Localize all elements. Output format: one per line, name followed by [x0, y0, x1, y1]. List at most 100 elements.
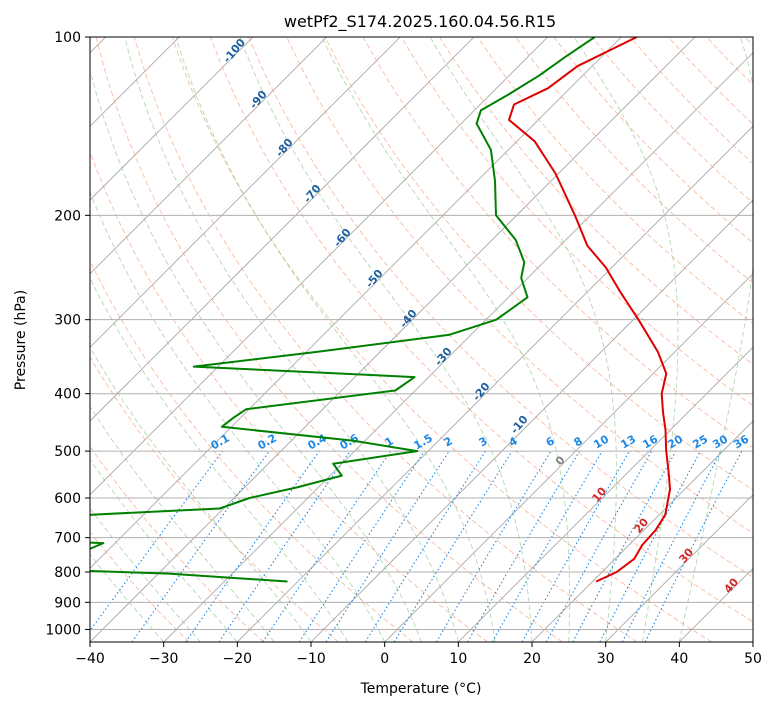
dry-adiabat-label: -100 [220, 36, 248, 66]
dry-adiabat-line [90, 259, 414, 642]
dry-adiabat-label: 10 [589, 484, 609, 504]
pressure-grid [90, 37, 753, 630]
y-tick-label: 1000 [45, 622, 81, 638]
x-tick-label: 0 [380, 651, 389, 667]
y-tick-label: 600 [54, 491, 81, 507]
mixing-ratio-line [435, 450, 552, 642]
dry-adiabat-label: -80 [273, 136, 296, 160]
moist-adiabat-line [175, 37, 496, 642]
mixing-ratio-line [545, 450, 653, 642]
y-tick-label: 400 [54, 387, 81, 403]
mixing-ratio-line [262, 450, 392, 642]
mixing-ratio-label: 1.5 [412, 431, 435, 452]
y-tick-label: 500 [54, 444, 81, 460]
mixing-ratio-label: 16 [640, 432, 660, 451]
dry-adiabat-line [515, 37, 753, 284]
mixing-ratio-line [621, 450, 722, 642]
dry-adiabat-line [90, 356, 339, 642]
mixing-ratio-line [90, 450, 223, 632]
x-tick-label: 10 [449, 651, 467, 667]
isotherm-line [163, 52, 753, 642]
moist-adiabat-line [90, 458, 238, 642]
dry-adiabat-line [439, 37, 753, 365]
moist-adiabat-line [90, 346, 312, 642]
dry-adiabat-line [400, 37, 753, 407]
dry-adiabat-line [90, 150, 488, 642]
dry-adiabat-line [706, 37, 753, 86]
mixing-ratio-line [185, 450, 320, 642]
dry-adiabat-label: -10 [508, 413, 531, 437]
moist-adiabat-line [321, 37, 571, 642]
y-tick-label: 100 [54, 30, 81, 46]
y-axis-label: Pressure (hPa) [13, 290, 29, 390]
moist-adiabat-line [429, 37, 617, 642]
mixing-ratio-label: 36 [731, 432, 751, 451]
dry-adiabat-label: 40 [721, 575, 741, 595]
mixing-ratio-label: 2 [442, 434, 455, 449]
mixing-ratio-label: 4 [507, 434, 520, 449]
mixing-ratio-line [467, 450, 580, 642]
plot-frame [89, 36, 754, 643]
isotherm-line [384, 273, 753, 642]
mixing-ratio-line [393, 450, 513, 642]
dry-adiabat-label: 20 [631, 515, 651, 535]
isotherm-line [531, 420, 753, 642]
dry-adiabat-line [90, 531, 190, 642]
dry-adiabat-label: -30 [432, 345, 455, 369]
mixing-ratio-line [521, 450, 630, 642]
moist-adiabat-line [90, 190, 386, 642]
x-tick-label: 30 [597, 651, 615, 667]
dry-adiabat-label: -50 [363, 267, 386, 291]
chart-title: wetPf2_S174.2025.160.04.56.R15 [284, 12, 556, 32]
mixing-ratio-label: 0.1 [209, 431, 232, 452]
mixing-ratio-label: 30 [710, 432, 730, 451]
moist-adiabat-line [90, 405, 275, 642]
dry-adiabat-line [324, 37, 753, 491]
isotherm-line [90, 37, 475, 422]
isotherm-line [90, 37, 548, 496]
mixing-ratio-line [218, 450, 351, 642]
dry-adiabat-line [133, 37, 638, 642]
dry-adiabat-label: -90 [247, 88, 270, 112]
mixing-ratio-line [325, 450, 450, 642]
mixing-ratio-label: 0.2 [256, 431, 279, 452]
moist-adiabat-line [239, 37, 533, 642]
moist-adiabat-line [678, 37, 753, 642]
dry-adiabat-line [95, 37, 563, 642]
mixing-ratio-label: 13 [618, 433, 638, 452]
x-tick-label: 50 [744, 651, 762, 667]
mixing-ratio-line [572, 450, 677, 642]
isotherm-line [605, 494, 753, 642]
dry-adiabat-line [171, 37, 712, 642]
isotherm-line [752, 641, 753, 642]
x-tick-label: −10 [296, 651, 326, 667]
mixing-ratio-label: 20 [665, 432, 685, 451]
dry-adiabat-line [210, 37, 753, 623]
mixing-ratio-line [298, 450, 425, 642]
dry-adiabat-label: -40 [397, 307, 420, 331]
dry-adiabat-label: 30 [676, 545, 696, 565]
dry-adiabat-label: -70 [301, 182, 324, 206]
dry-adiabat-line [90, 445, 264, 642]
y-axis-ticks: 1000 900 800 700 600 500 400 300 200 100 [45, 30, 90, 638]
x-tick-label: 40 [670, 651, 688, 667]
dry-adiabat-line [744, 37, 753, 47]
y-tick-label: 900 [54, 595, 81, 611]
dry-adiabat-label: 0 [553, 453, 568, 467]
moist-adiabat-line [90, 277, 349, 642]
dewpoint-profile-line [90, 37, 596, 583]
moist-adiabat-line [573, 37, 679, 642]
moist-adiabat-line [90, 507, 201, 642]
isotherm-line [90, 37, 327, 275]
profile-series [90, 37, 671, 583]
mixing-ratio-label: 8 [572, 434, 585, 449]
x-tick-label: −20 [223, 651, 253, 667]
y-tick-label: 200 [54, 208, 81, 224]
y-tick-label: 800 [54, 565, 81, 581]
isotherm-line [90, 37, 696, 642]
isotherm-line [310, 199, 753, 642]
moist-adiabat-line [124, 37, 459, 642]
x-tick-label: 20 [523, 651, 541, 667]
dry-adiabat-label: -60 [331, 226, 354, 250]
